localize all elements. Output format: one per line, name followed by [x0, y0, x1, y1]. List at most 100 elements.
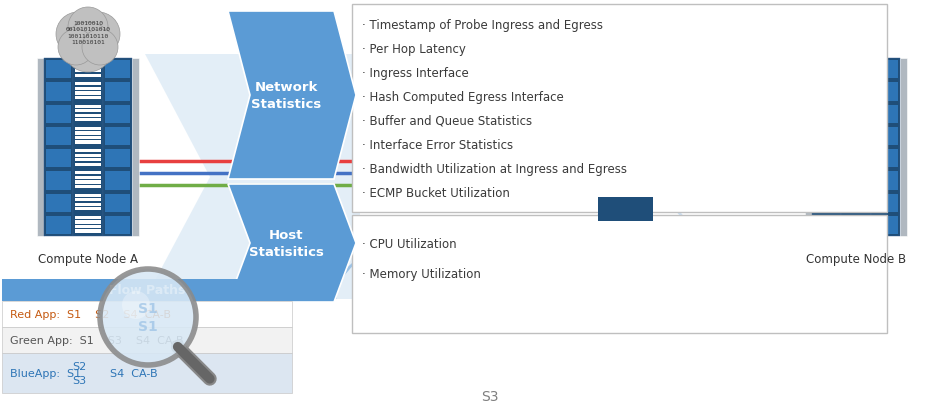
Bar: [843, 132, 869, 135]
Bar: [872, 172, 898, 190]
Bar: [843, 61, 869, 64]
Bar: [843, 185, 869, 189]
Circle shape: [56, 13, 100, 57]
Bar: [75, 136, 101, 140]
Text: S4  CA-B: S4 CA-B: [110, 368, 157, 378]
Bar: [46, 105, 72, 124]
Bar: [75, 132, 101, 135]
Bar: [843, 230, 869, 233]
Bar: [843, 194, 869, 197]
Bar: [75, 70, 101, 73]
Bar: [75, 159, 101, 162]
Bar: [104, 194, 130, 212]
Bar: [352, 5, 887, 213]
Bar: [843, 70, 869, 73]
Circle shape: [68, 8, 108, 48]
Bar: [805, 59, 812, 237]
Circle shape: [58, 30, 94, 66]
Text: · Per Hop Latency: · Per Hop Latency: [362, 43, 466, 56]
Bar: [75, 105, 101, 109]
Bar: [104, 149, 130, 168]
Bar: [843, 181, 869, 184]
Bar: [872, 216, 898, 234]
Bar: [75, 221, 101, 224]
Bar: [75, 92, 101, 95]
Text: Flow Paths: Flow Paths: [109, 284, 185, 297]
Bar: [75, 172, 101, 175]
Bar: [843, 105, 869, 109]
Bar: [843, 159, 869, 162]
Bar: [75, 216, 101, 220]
Bar: [102, 59, 132, 237]
Bar: [75, 230, 101, 233]
Bar: [842, 59, 870, 237]
Text: Host
Statisitics: Host Statisitics: [250, 228, 324, 258]
Text: Green App:  S1    S3    S4  CA-B: Green App: S1 S3 S4 CA-B: [10, 335, 183, 345]
Bar: [75, 75, 101, 78]
Text: S2: S2: [72, 361, 87, 371]
Bar: [46, 149, 72, 168]
Text: · Timestamp of Probe Ingress and Egress: · Timestamp of Probe Ingress and Egress: [362, 19, 603, 32]
Text: S3: S3: [481, 389, 499, 403]
Bar: [75, 83, 101, 86]
Bar: [843, 225, 869, 228]
Bar: [104, 172, 130, 190]
Bar: [104, 128, 130, 146]
Bar: [46, 172, 72, 190]
Bar: [598, 198, 653, 222]
Bar: [843, 97, 869, 100]
Text: S1: S1: [138, 301, 158, 315]
Circle shape: [100, 269, 196, 365]
Bar: [75, 198, 101, 202]
Bar: [37, 59, 44, 237]
Bar: [843, 203, 869, 206]
Circle shape: [76, 13, 120, 57]
Bar: [843, 110, 869, 113]
Bar: [843, 83, 869, 86]
Text: Compute Node B: Compute Node B: [806, 252, 906, 265]
Bar: [74, 59, 102, 237]
Bar: [75, 87, 101, 91]
Text: · Memory Utilization: · Memory Utilization: [362, 267, 481, 280]
Bar: [843, 216, 869, 220]
Bar: [46, 83, 72, 101]
Polygon shape: [228, 12, 356, 179]
Bar: [75, 163, 101, 166]
Bar: [843, 208, 869, 211]
Bar: [75, 141, 101, 144]
Bar: [843, 149, 869, 153]
Bar: [843, 128, 869, 131]
Text: BlueApp:  S1: BlueApp: S1: [10, 368, 81, 378]
Bar: [843, 87, 869, 91]
Bar: [2, 327, 292, 353]
Bar: [843, 141, 869, 144]
Circle shape: [122, 291, 150, 319]
Bar: [104, 83, 130, 101]
Text: S3: S3: [72, 375, 87, 385]
Bar: [75, 225, 101, 228]
Text: · Hash Computed Egress Interface: · Hash Computed Egress Interface: [362, 91, 564, 104]
Bar: [843, 119, 869, 122]
Bar: [814, 61, 840, 79]
Bar: [814, 128, 840, 146]
Bar: [46, 216, 72, 234]
Text: S1: S1: [138, 319, 158, 333]
Bar: [812, 59, 842, 237]
Bar: [2, 353, 292, 393]
Text: Network
Statistics: Network Statistics: [251, 81, 321, 111]
Bar: [46, 61, 72, 79]
Bar: [843, 221, 869, 224]
Bar: [352, 215, 887, 333]
Text: Red App:  S1    S2    S4  CA-B: Red App: S1 S2 S4 CA-B: [10, 309, 171, 319]
Bar: [843, 136, 869, 140]
Bar: [843, 172, 869, 175]
Polygon shape: [145, 55, 360, 299]
Text: Compute Node A: Compute Node A: [38, 252, 138, 265]
Bar: [75, 128, 101, 131]
Text: S4: S4: [644, 263, 660, 276]
Bar: [75, 97, 101, 100]
Text: 10010010
001010101010
10011010110
110010101: 10010010 001010101010 10011010110 110010…: [65, 21, 111, 45]
Bar: [900, 59, 907, 237]
Bar: [872, 128, 898, 146]
Bar: [75, 149, 101, 153]
